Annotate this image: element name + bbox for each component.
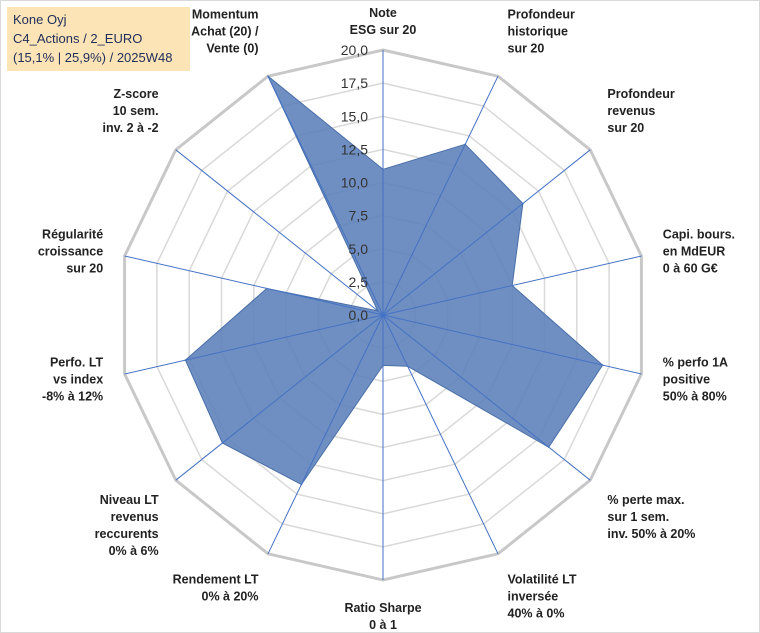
- axis-label-5: % perfo 1A positive 50% à 80%: [663, 355, 728, 403]
- info-line-stats: (15,1% | 25,9%) / 2025W48: [13, 50, 173, 65]
- tick-label: 0,0: [349, 307, 369, 323]
- axis-spoke-2: [382, 75, 499, 316]
- axis-spoke-6: [382, 314, 591, 481]
- axis-label-1: Note ESG sur 20: [350, 6, 417, 37]
- radar-axis-labels: Note ESG sur 20 Profondeur historique sur 20…: [38, 6, 735, 632]
- info-line-category: C4_Actions / 2_EURO: [13, 31, 143, 46]
- radar-spokes: [124, 50, 642, 580]
- axis-spoke-3: [382, 149, 591, 316]
- axis-spoke-13: [175, 149, 384, 316]
- axis-label-2: Profondeur historique sur 20: [508, 7, 575, 55]
- axis-spoke-11: [124, 314, 384, 375]
- info-box: Kone Oyj C4_Actions / 2_EURO (15,1% | 25…: [7, 7, 190, 71]
- axis-label-14: Momentum Achat (20) / Vente (0): [191, 7, 259, 55]
- axis-spoke-12: [124, 255, 384, 316]
- radar-tick-labels: 0,0 2,5 5,0 7,5 10,0 12,5 15,0 17,5 20,0: [341, 42, 368, 323]
- tick-label: 17,5: [341, 75, 368, 91]
- axis-label-13: Z-score 10 sem. inv. 2 à -2: [103, 87, 159, 135]
- tick-label: 7,5: [349, 208, 369, 224]
- tick-label: 20,0: [341, 42, 368, 58]
- axis-spoke-9: [267, 314, 384, 555]
- axis-label-8: Ratio Sharpe 0 à 1: [344, 601, 421, 632]
- axis-label-3: Profondeur revenus sur 20: [607, 87, 674, 135]
- axis-spoke-14: [267, 75, 384, 316]
- axis-label-11: Perfo. LT vs index -8% à 12%: [42, 355, 104, 403]
- axis-label-7: Volatilité LT inversée 40% à 0%: [508, 573, 577, 621]
- tick-label: 15,0: [341, 108, 368, 124]
- axis-label-12: Régularité croissance sur 20: [38, 228, 103, 276]
- axis-label-4: Capi. bours. en MdEUR 0 à 60 G€: [663, 228, 735, 276]
- axis-spoke-10: [175, 314, 384, 481]
- tick-label: 10,0: [341, 175, 368, 191]
- axis-spoke-4: [382, 255, 642, 316]
- axis-label-6: % perte max. sur 1 sem. inv. 50% à 20%: [607, 493, 695, 541]
- tick-label: 2,5: [349, 274, 369, 290]
- axis-spoke-7: [382, 314, 499, 555]
- info-line-company: Kone Oyj: [13, 12, 67, 27]
- tick-label: 12,5: [341, 141, 368, 157]
- axis-label-10: Niveau LT revenus reccurents 0% à 6%: [95, 493, 159, 558]
- tick-label: 5,0: [349, 241, 369, 257]
- radar-series: [184, 75, 604, 486]
- axis-label-9: Rendement LT 0% à 20%: [173, 573, 259, 604]
- axis-spoke-5: [382, 314, 642, 375]
